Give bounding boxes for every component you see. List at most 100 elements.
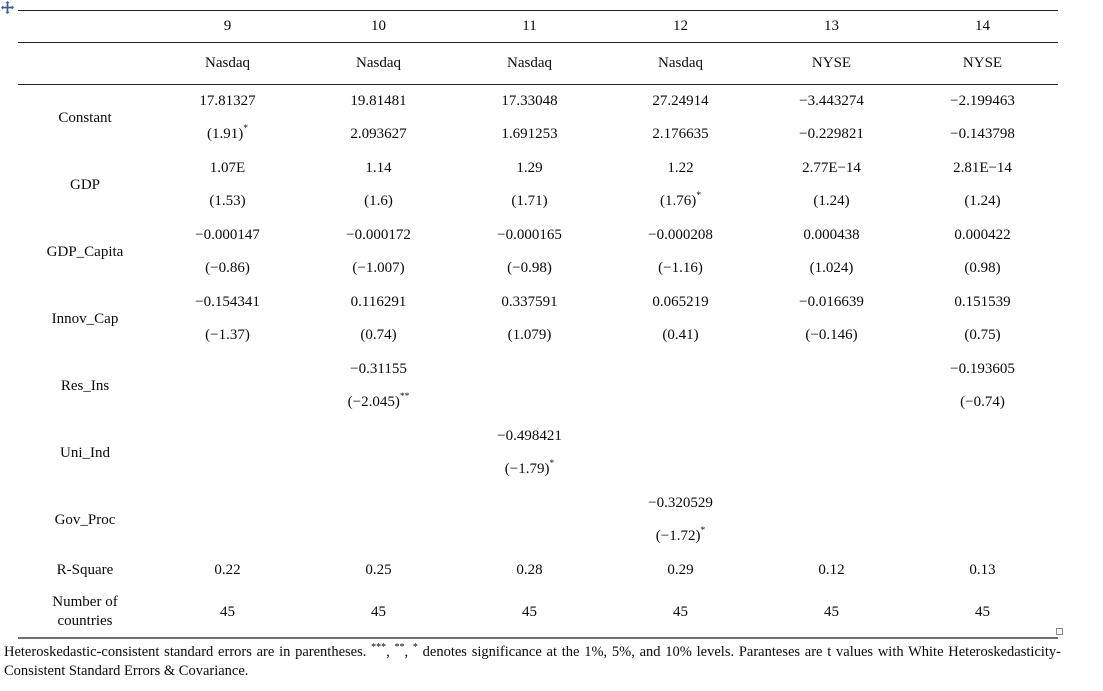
model-col-header: 13 <box>756 10 907 43</box>
coef-value: −0.000208 <box>648 227 713 243</box>
model-col-header: 11 <box>454 10 605 43</box>
market-header-row: Nasdaq Nasdaq Nasdaq Nasdaq NYSE NYSE <box>18 42 1058 85</box>
t-value <box>303 520 454 553</box>
t-value-text: 1.691253 <box>501 126 558 143</box>
t-value-text: −0.229821 <box>799 126 864 143</box>
coef-value: 1.22 <box>667 160 694 176</box>
coef-cell: 0.151539 (0.75) <box>907 286 1058 353</box>
t-value: (−1.72)* <box>605 520 756 553</box>
row-label: R-Square <box>56 562 114 578</box>
t-value: (0.75) <box>907 319 1058 352</box>
t-value-text: (0.75) <box>964 327 1001 343</box>
model-number-header-row: 9 10 11 12 13 14 <box>18 10 1058 43</box>
coef-value: 1.29 <box>516 160 543 176</box>
t-value: −0.229821 <box>756 118 907 151</box>
t-value <box>756 386 907 419</box>
row-label: GDP_Capita <box>46 243 124 260</box>
significance-stars: * <box>696 191 701 201</box>
market-col-header: Nasdaq <box>152 42 303 85</box>
coef-cell: −0.000172 (−1.007) <box>303 219 454 286</box>
footnote-text: denotes significance at the 1%, 5%, and … <box>4 644 1062 679</box>
coef-value: 1.14 <box>365 160 392 176</box>
t-value: (−1.16) <box>605 252 756 285</box>
t-value: (−2.045)** <box>303 386 454 419</box>
coef-value: 17.33048 <box>501 93 558 110</box>
coef-cell: 1.07E (1.53) <box>152 152 303 219</box>
market-col-header: Nasdaq <box>303 42 454 85</box>
coef-value: −0.320529 <box>648 495 713 511</box>
table-row: Constant 17.81327 (1.91)* 19.81481 2.09362… <box>18 85 1058 152</box>
footnote-text: , <box>404 644 413 660</box>
coef-cell: 2.81E−14 (1.24) <box>907 152 1058 219</box>
coef-cell: −0.016639 (−0.146) <box>756 286 907 353</box>
t-value: (1.71) <box>454 185 605 218</box>
corner-cell <box>18 10 152 43</box>
t-value-text: (1.24) <box>964 193 1001 209</box>
t-value: (1.53) <box>152 185 303 218</box>
footnote-text: , <box>386 644 395 660</box>
stat-cell: 45 <box>454 587 605 639</box>
row-label: Number of countries <box>18 587 152 639</box>
model-col-header: 12 <box>605 10 756 43</box>
regression-results-table: 9 10 11 12 13 14 Nasdaq Nasdaq Nasdaq Na… <box>18 10 1058 639</box>
stat-cell: 0.13 <box>969 562 996 578</box>
market-col-header: NYSE <box>907 42 1058 85</box>
t-value-text: (−1.16) <box>658 260 703 276</box>
stat-cell: 45 <box>152 587 303 639</box>
t-value-text: (0.98) <box>964 260 1001 276</box>
footnote-text: Heteroskedastic-consistent standard erro… <box>4 644 372 660</box>
t-value: (1.91)* <box>152 118 303 151</box>
t-value-text: (−2.045) <box>347 394 400 410</box>
corner-cell <box>18 42 152 85</box>
coef-cell: 17.33048 1.691253 <box>454 85 605 152</box>
coef-cell <box>454 487 605 554</box>
coef-cell: 17.81327 (1.91)* <box>152 85 303 152</box>
coef-cell: 27.24914 2.176635 <box>605 85 756 152</box>
t-value-text: (1.53) <box>209 193 246 209</box>
coef-value <box>454 487 605 520</box>
t-value-text: (−0.146) <box>805 327 858 343</box>
coef-cell <box>756 353 907 420</box>
table-move-handle-icon[interactable] <box>1 1 14 14</box>
t-value-text: (1.76) <box>660 193 697 209</box>
t-value-text: (1.91) <box>207 126 244 143</box>
coef-value <box>152 487 303 520</box>
table-row: Innov_Cap −0.154341 (−1.37) 0.116291 (0.74… <box>18 286 1058 353</box>
t-value-text: (−0.74) <box>960 394 1005 410</box>
t-value: (1.24) <box>907 185 1058 218</box>
coef-cell <box>454 353 605 420</box>
row-label: Gov_Proc <box>54 511 116 528</box>
significance-stars: ** <box>399 392 410 402</box>
stat-cell: 0.12 <box>818 562 845 578</box>
stat-cell: 45 <box>605 587 756 639</box>
row-label: Innov_Cap <box>51 310 119 327</box>
t-value <box>152 520 303 553</box>
coef-value <box>152 420 303 453</box>
coef-value: 0.000422 <box>954 227 1011 243</box>
t-value: (1.079) <box>454 319 605 352</box>
table-resize-handle[interactable] <box>1056 628 1063 635</box>
t-value <box>907 453 1058 486</box>
coef-cell: −0.000147 (−0.86) <box>152 219 303 286</box>
coef-value <box>756 420 907 453</box>
significance-stars: *** <box>371 642 387 654</box>
coef-value: 2.77E−14 <box>802 160 861 176</box>
coef-value: −3.443274 <box>799 93 864 110</box>
t-value: (1.24) <box>756 185 907 218</box>
coef-value: −0.193605 <box>950 361 1015 377</box>
model-col-header: 9 <box>152 10 303 43</box>
t-value: −0.143798 <box>907 118 1058 151</box>
t-value <box>907 520 1058 553</box>
t-value-text: (−1.37) <box>205 327 250 343</box>
t-value-text: 2.176635 <box>652 126 709 143</box>
coef-value <box>152 353 303 386</box>
t-value: 1.691253 <box>454 118 605 151</box>
coef-cell <box>907 487 1058 554</box>
significance-stars: * <box>549 459 555 469</box>
significance-stars: * <box>700 526 706 536</box>
t-value: (0.74) <box>303 319 454 352</box>
coef-cell <box>605 420 756 487</box>
t-value <box>303 453 454 486</box>
t-value-text: (1.71) <box>511 193 548 209</box>
